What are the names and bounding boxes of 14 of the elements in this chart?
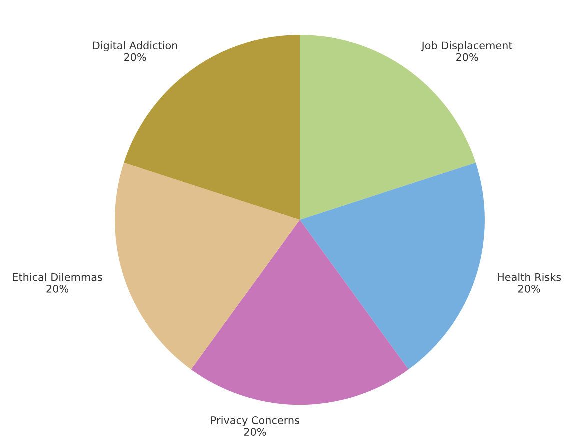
pie-slice <box>115 162 300 370</box>
slice-label: Ethical Dilemmas <box>13 273 102 282</box>
data-label: 20% <box>244 428 266 436</box>
data-label: 20% <box>46 285 69 293</box>
data-label: 20% <box>456 53 478 62</box>
pie-slice <box>191 220 409 405</box>
pie-slice <box>124 35 300 220</box>
pie-slice <box>300 162 485 370</box>
slice-label: Privacy Concerns <box>211 416 300 426</box>
slice-label: Job Displacement <box>421 42 513 52</box>
slice-label: Health Risks <box>498 273 562 282</box>
slice-label: Digital Addiction <box>93 42 178 52</box>
data-label: 20% <box>124 53 146 62</box>
data-label: 20% <box>518 285 540 293</box>
